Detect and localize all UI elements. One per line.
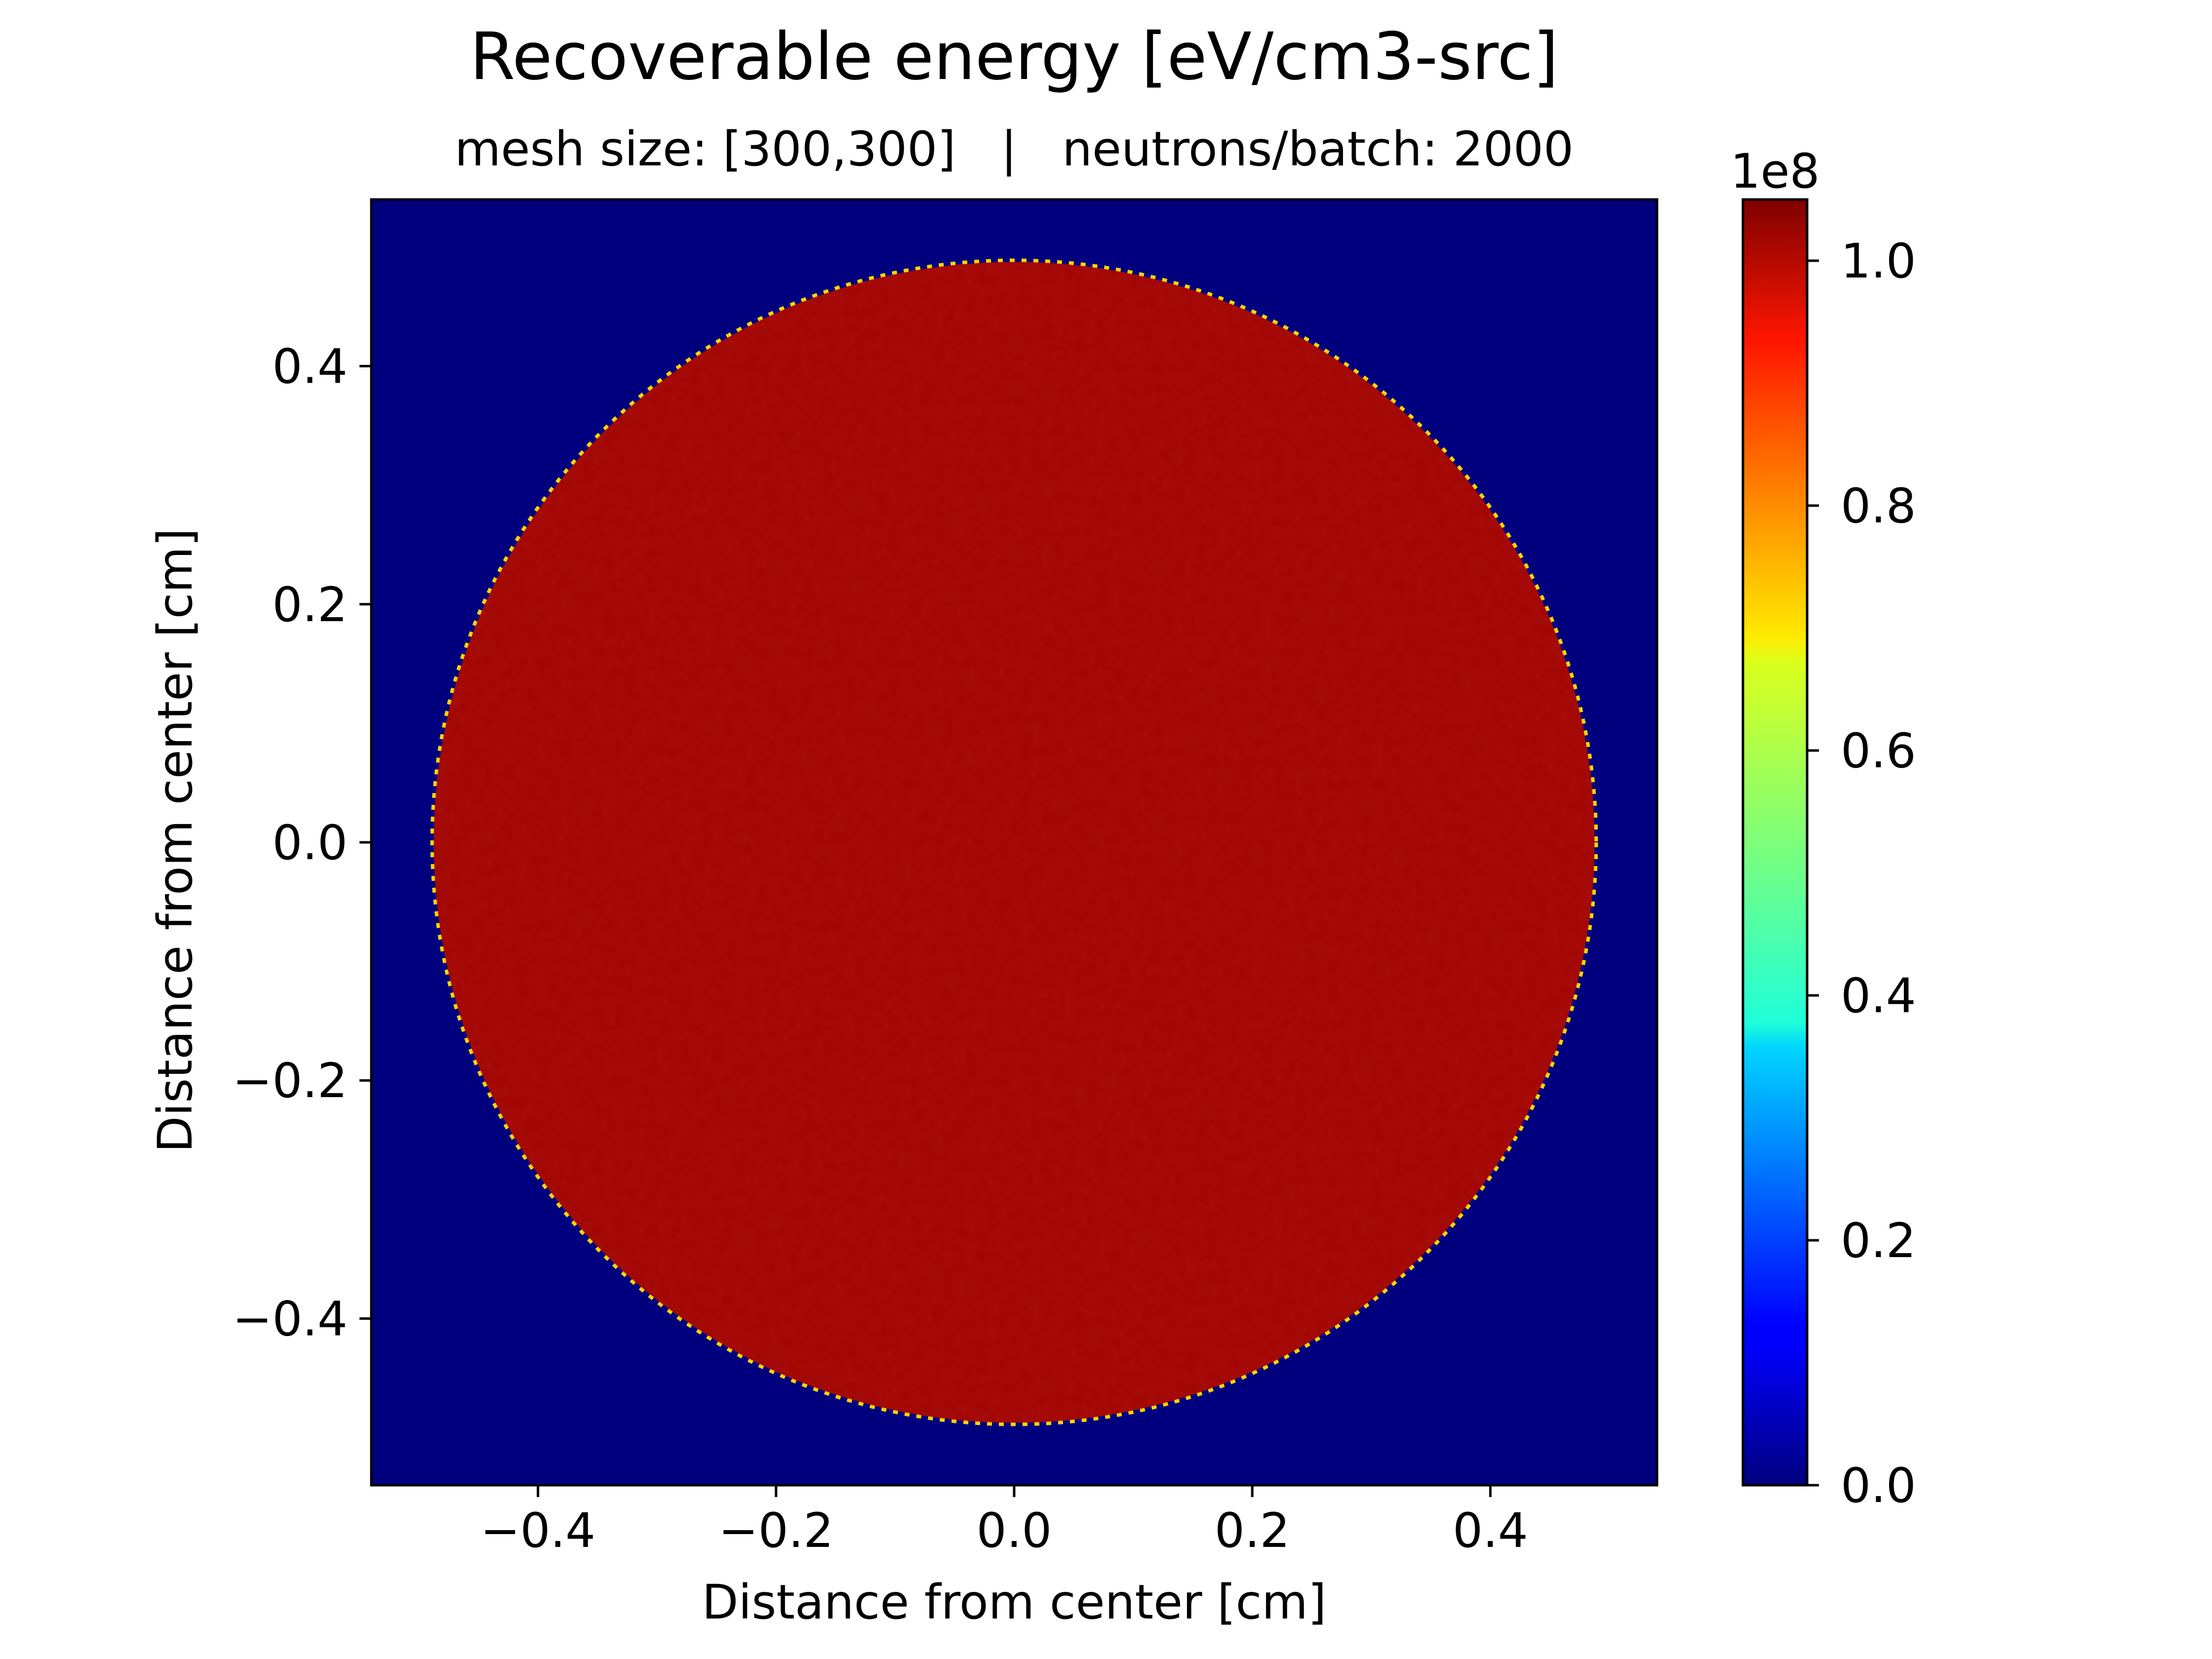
y-tick-label: −0.4: [233, 1291, 348, 1346]
colorbar-tick-label: 0.0: [1841, 1458, 1916, 1513]
x-axis-label: Distance from center [cm]: [702, 1575, 1327, 1630]
y-tick-label: −0.2: [233, 1053, 348, 1108]
x-tick-label: 0.2: [1215, 1503, 1290, 1558]
x-tick-label: 0.4: [1453, 1503, 1528, 1558]
y-axis-label: Distance from center [cm]: [148, 528, 203, 1153]
field-circle-rim: [430, 258, 1598, 1426]
colorbar: 0.0 0.2 0.4 0.6 0.8 1.0 1e8: [1730, 144, 1916, 1513]
x-tick-label: 0.0: [977, 1503, 1052, 1558]
plot-area: [371, 199, 1657, 1485]
colorbar-tick-label: 0.6: [1841, 723, 1916, 779]
y-tick-label: 0.2: [272, 577, 348, 632]
colorbar-tick-label: 0.8: [1841, 478, 1916, 534]
x-tick-label: −0.4: [480, 1503, 595, 1558]
x-tick-label: −0.2: [718, 1503, 833, 1558]
colorbar-tick-label: 0.4: [1841, 968, 1916, 1024]
colorbar-frame: [1741, 198, 1809, 1487]
colorbar-ticks: 0.0 0.2 0.4 0.6 0.8 1.0: [1807, 234, 1916, 1513]
colorbar-gradient: [1743, 199, 1807, 1485]
colorbar-tick-label: 0.2: [1841, 1213, 1916, 1268]
chart-subtitle: mesh size: [300,300] | neutrons/batch: 2…: [455, 121, 1574, 177]
field-circle-noise: [434, 262, 1595, 1423]
y-axis-ticks: −0.4 −0.2 0.0 0.2 0.4: [233, 339, 371, 1346]
y-tick-label: 0.0: [272, 815, 348, 870]
y-tick-label: 0.4: [272, 339, 348, 395]
chart-title: Recoverable energy [eV/cm3-src]: [470, 19, 1559, 95]
colorbar-tick-label: 1.0: [1841, 234, 1916, 289]
colorbar-multiplier: 1e8: [1730, 144, 1819, 199]
x-axis-ticks: −0.4 −0.2 0.0 0.2 0.4: [480, 1485, 1528, 1558]
